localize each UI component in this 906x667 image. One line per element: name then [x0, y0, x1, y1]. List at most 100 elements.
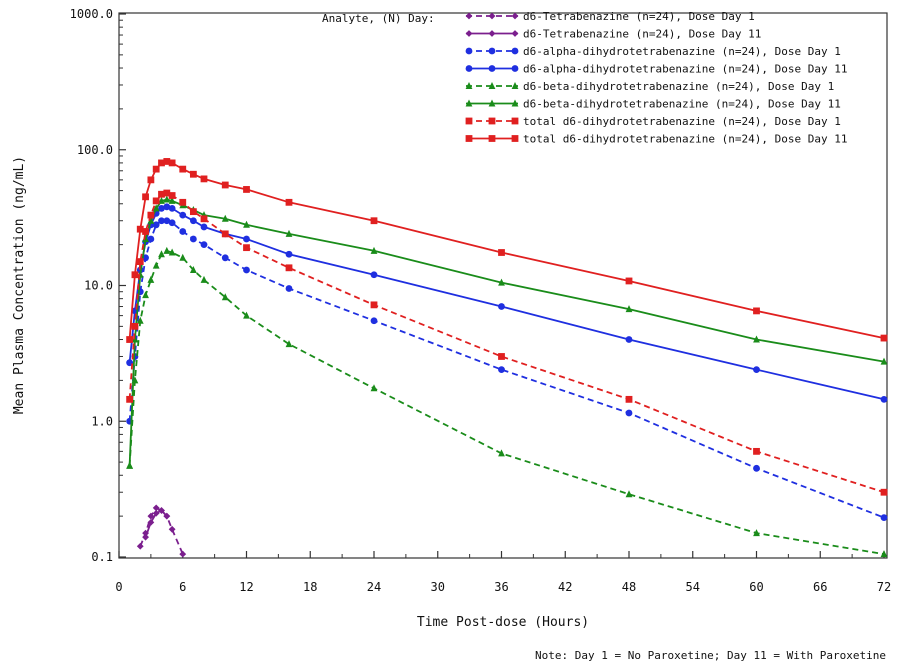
legend-title: Analyte, (N) Day:: [322, 12, 435, 25]
data-point: [168, 525, 176, 533]
legend-item: d6-alpha-dihydrotetrabenazine (n=24), Do…: [465, 45, 841, 58]
series-line: [128, 219, 885, 519]
data-point: [147, 216, 155, 224]
series-2: [142, 507, 171, 541]
series-line: [128, 198, 885, 466]
series-layer: [126, 158, 888, 558]
legend-label: d6-alpha-dihydrotetrabenazine (n=24), Do…: [523, 63, 848, 76]
data-point: [243, 220, 250, 228]
data-point: [168, 192, 176, 199]
data-point: [136, 225, 144, 233]
x-axis-title: Time Post-dose (Hours): [417, 615, 589, 630]
legend-marker: [488, 99, 496, 107]
data-point: [152, 197, 160, 205]
data-point: [370, 384, 378, 392]
x-tick-label: 48: [622, 580, 636, 594]
data-point: [370, 271, 378, 279]
legend-marker: [488, 30, 496, 37]
legend-item: d6-Tetrabenazine (n=24), Dose Day 11: [465, 28, 761, 41]
y-tick-label: 100.0: [77, 143, 113, 157]
x-tick-label: 6: [179, 580, 186, 594]
data-point: [498, 303, 505, 310]
data-point: [880, 357, 888, 365]
data-point: [147, 211, 155, 219]
data-point: [158, 250, 165, 258]
legend-marker: [511, 30, 519, 37]
data-point: [163, 189, 171, 197]
data-point: [498, 353, 505, 360]
x-tick-label: 60: [749, 580, 763, 594]
y-tick-label: 0.1: [91, 550, 113, 564]
legend-marker: [511, 47, 519, 55]
data-point: [163, 217, 171, 225]
data-point: [189, 235, 197, 243]
data-point: [168, 219, 176, 227]
data-point: [152, 165, 160, 173]
y-axis-title: Mean Plasma Concentration (ng/mL): [12, 156, 27, 414]
data-point: [880, 395, 888, 403]
legend-label: d6-Tetrabenazine (n=24), Dose Day 11: [523, 28, 761, 41]
data-point: [163, 246, 171, 254]
legend-marker: [511, 82, 519, 89]
data-point: [243, 244, 250, 252]
data-point: [136, 316, 144, 324]
data-point: [200, 175, 208, 183]
data-point: [158, 190, 165, 198]
legend-marker: [488, 117, 496, 125]
series-4: [126, 203, 888, 403]
footnote: Note: Day 1 = No Paroxetine; Day 11 = Wi…: [535, 649, 886, 662]
series-5: [126, 246, 888, 558]
data-point: [753, 529, 760, 537]
data-point: [179, 228, 187, 235]
legend-marker: [465, 135, 473, 142]
data-point: [152, 504, 160, 512]
data-point: [753, 307, 760, 315]
legend-marker: [488, 65, 496, 72]
legend-marker: [465, 99, 473, 107]
legend-marker: [488, 47, 496, 55]
data-point: [163, 195, 171, 203]
legend-marker: [465, 47, 473, 55]
legend-marker: [511, 65, 519, 72]
legend-marker: [465, 117, 473, 125]
legend-label: d6-alpha-dihydrotetrabenazine (n=24), Do…: [523, 45, 841, 58]
data-point: [625, 305, 633, 313]
data-point: [168, 204, 176, 212]
legend-item: total d6-dihydrotetrabenazine (n=24), Do…: [465, 133, 848, 146]
data-point: [753, 335, 760, 343]
data-point: [880, 514, 888, 522]
data-point: [136, 542, 144, 550]
data-point: [285, 250, 293, 258]
data-point: [126, 395, 134, 403]
data-point: [158, 159, 165, 167]
legend-label: d6-beta-dihydrotetrabenazine (n=24), Dos…: [523, 98, 841, 111]
series-line: [128, 205, 885, 401]
y-tick-label: 1000.0: [70, 7, 113, 21]
legend-marker: [465, 65, 473, 72]
data-point: [158, 204, 165, 212]
x-tick-label: 18: [303, 580, 317, 594]
x-axis: 0 6 12 18 24 30 36 42 48 54 60 66 72: [115, 551, 891, 594]
legend-marker: [511, 12, 519, 20]
data-point: [880, 550, 888, 558]
series-7: [126, 189, 888, 496]
x-tick-label: 12: [239, 580, 253, 594]
data-point: [126, 336, 134, 343]
legend-marker: [465, 30, 473, 37]
legend-label: total d6-dihydrotetrabenazine (n=24), Do…: [523, 133, 848, 146]
data-point: [168, 248, 176, 256]
data-point: [152, 261, 160, 269]
data-point: [498, 278, 505, 286]
data-point: [179, 211, 187, 219]
legend-marker: [488, 135, 496, 142]
data-point: [221, 293, 229, 301]
data-point: [753, 447, 760, 455]
data-point: [625, 490, 633, 498]
x-tick-label: 66: [813, 580, 827, 594]
data-point: [753, 464, 760, 472]
data-point: [136, 258, 144, 265]
data-point: [147, 176, 155, 184]
data-point: [126, 461, 134, 469]
data-point: [152, 204, 160, 212]
